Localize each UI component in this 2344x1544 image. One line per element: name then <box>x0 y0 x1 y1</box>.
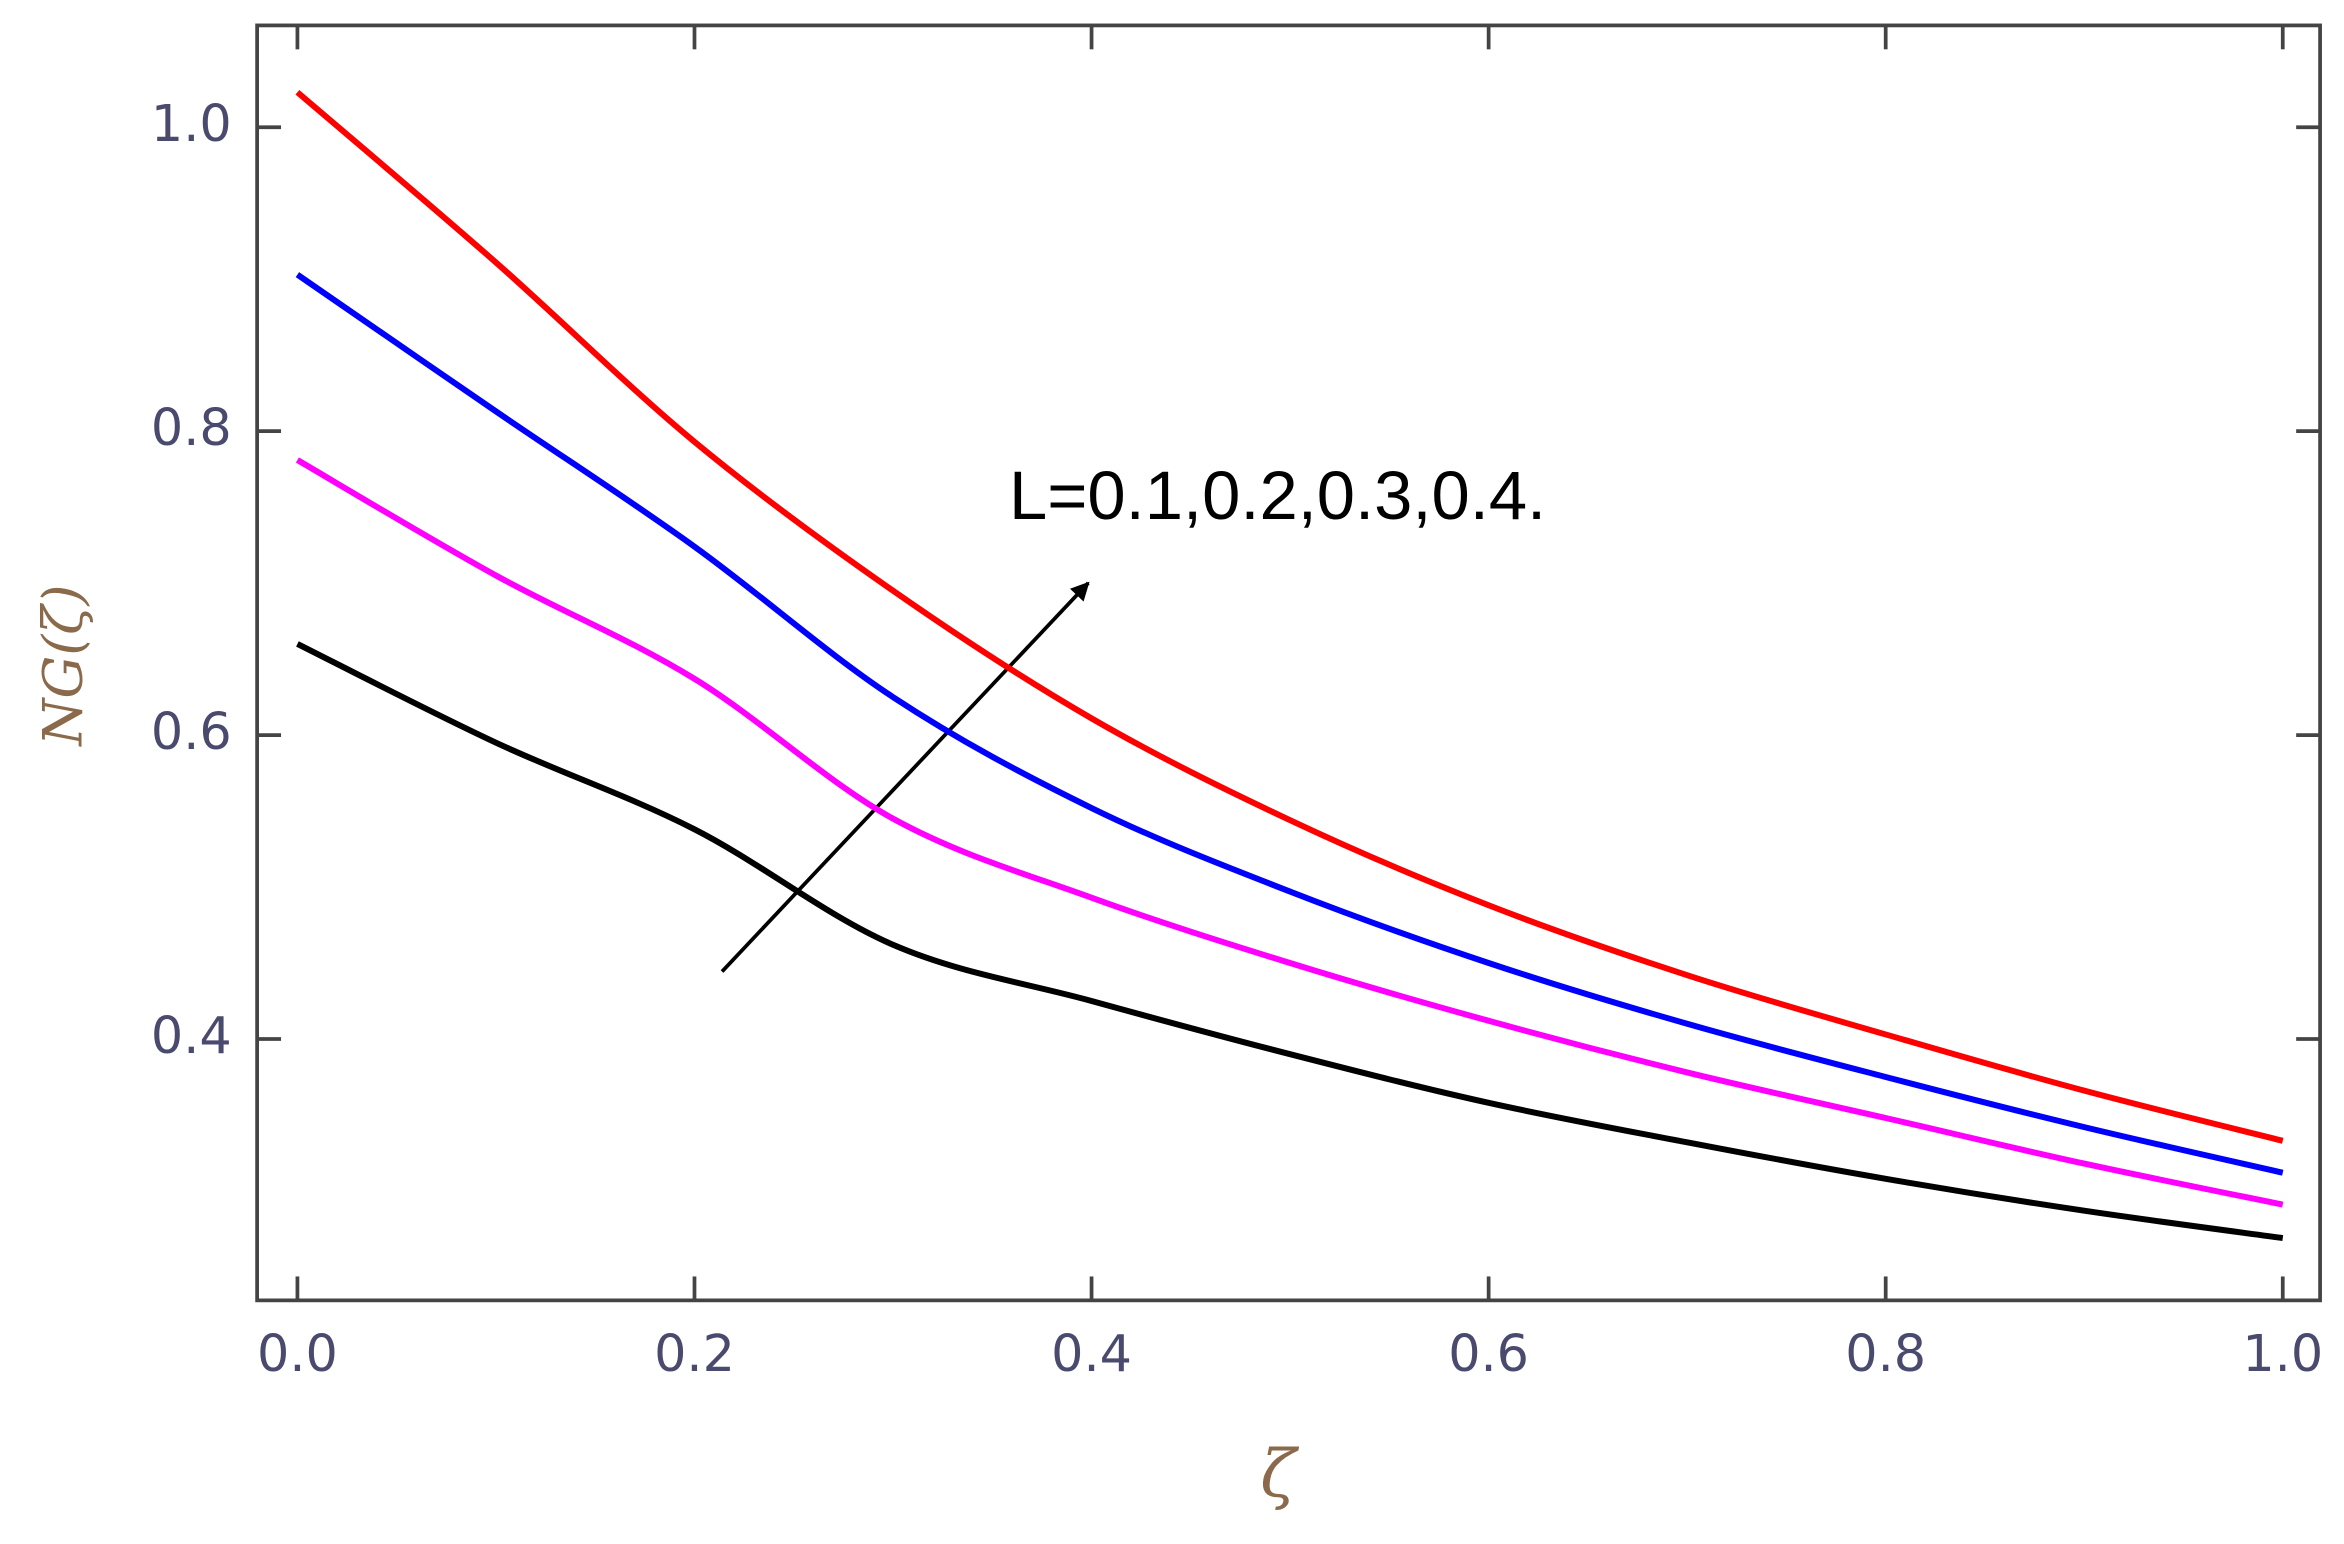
plot-frame <box>255 23 2322 1303</box>
x-tick-label: 0.4 <box>1051 1324 1132 1383</box>
series-line <box>296 641 2284 1242</box>
series-line <box>295 272 2284 1176</box>
x-tick-label: 0.2 <box>654 1324 735 1383</box>
series-line <box>295 457 2284 1208</box>
x-tick-label: 0.8 <box>1845 1324 1926 1383</box>
y-tick-label: 0.6 <box>151 702 232 761</box>
y-axis-label: NG(ζ) <box>31 585 94 748</box>
annotation: L=0.1,0.2,0.3,0.4. <box>1009 457 1546 534</box>
series-line <box>295 90 2284 1144</box>
y-tick-label: 1.0 <box>151 94 232 153</box>
y-tick-label: 0.8 <box>151 398 232 457</box>
arrow <box>720 581 1090 973</box>
x-axis-label: ζ <box>1260 1436 1299 1513</box>
x-tick-label: 0.0 <box>257 1324 338 1383</box>
y-tick-label: 0.4 <box>151 1006 232 1065</box>
x-tick-label: 0.6 <box>1448 1324 1529 1383</box>
x-tick-label: 1.0 <box>2242 1324 2323 1383</box>
